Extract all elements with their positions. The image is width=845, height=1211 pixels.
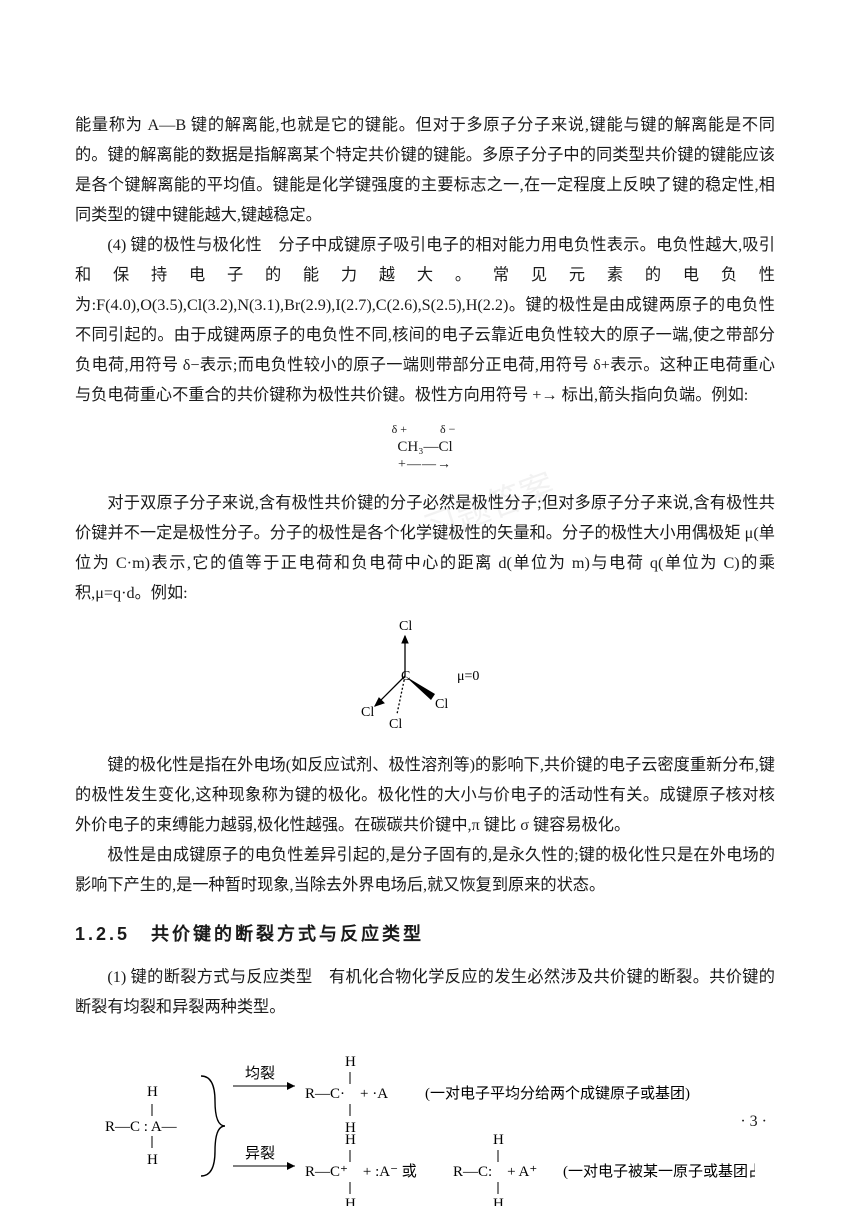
svg-text:R—C : A—: R—C : A— (105, 1119, 178, 1135)
svg-text:H: H (345, 1132, 356, 1148)
ch3-label: CH₃ (397, 439, 423, 455)
figure-ccl4: Cl C Cl Cl Cl μ=0 (75, 616, 775, 736)
svg-text:H: H (345, 1196, 356, 1206)
paragraph-2: (4) 键的极性与极化性 分子中成键原子吸引电子的相对能力用电负性表示。电负性越… (75, 230, 775, 410)
homolysis-note: (一对电子平均分给两个成键原子或基团) (425, 1085, 690, 1102)
paragraph-4: 键的极化性是指在外电场(如反应试剂、极性溶剂等)的影响下,共价键的电子云密度重新… (75, 750, 775, 840)
cleavage-scheme: H R—C : A— H 均裂 H R—C· + ·A H (一对电子平均分给两… (105, 1036, 775, 1211)
section-heading: 共价键的断裂方式与反应类型 (151, 924, 424, 944)
page: 习题答案 能量称为 A—B 键的解离能,也就是它的键能。但对于多原子分子来说,键… (0, 0, 845, 1203)
svg-text:H: H (147, 1152, 158, 1168)
svg-text:Cl: Cl (389, 717, 402, 732)
page-number: · 3 · (740, 1113, 767, 1131)
paragraph-3: 对于双原子分子来说,含有极性共价键的分子必然是极性分子;但对多原子分子来说,含有… (75, 488, 775, 608)
svg-text:H: H (493, 1132, 504, 1148)
svg-text:R—C: + A⁺: R—C: + A⁺ (453, 1164, 537, 1180)
svg-text:H: H (493, 1196, 504, 1206)
section-number: 1.2.5 (75, 924, 130, 944)
paragraph-5: 极性是由成键原子的电负性差异引起的,是分子固有的,是永久性的;键的极化性只是在外… (75, 840, 775, 900)
paragraph-6: (1) 键的断裂方式与反应类型 有机化合物化学反应的发生必然涉及共价键的断裂。共… (75, 962, 775, 1022)
svg-text:Cl: Cl (361, 705, 374, 720)
delta-minus: δ− (440, 422, 458, 436)
formula-ch3cl: δ+ δ− CH₃—Cl +——→ (75, 420, 775, 474)
heterolysis-label: 异裂 (245, 1145, 275, 1162)
paragraph-1: 能量称为 A—B 键的解离能,也就是它的键能。但对于多原子分子来说,键能与键的解… (75, 110, 775, 230)
svg-text:C: C (401, 669, 410, 684)
heterolysis-note: (一对电子被某一原子或基团占有) (563, 1163, 755, 1180)
cl-label: Cl (438, 439, 452, 455)
svg-text:H: H (345, 1054, 356, 1070)
homolysis-label: 均裂 (245, 1065, 275, 1082)
svg-text:Cl: Cl (435, 697, 448, 712)
svg-text:R—C⁺ + :A⁻ 或: R—C⁺ + :A⁻ 或 (305, 1163, 417, 1180)
mu-zero-label: μ=0 (457, 669, 479, 684)
svg-text:H: H (147, 1084, 158, 1100)
svg-text:Cl: Cl (399, 619, 412, 634)
delta-plus: δ+ (392, 422, 410, 436)
svg-text:R—C· + ·A: R—C· + ·A (305, 1086, 388, 1102)
section-title-1-2-5: 1.2.5 共价键的断裂方式与反应类型 (75, 920, 775, 946)
arrow-row: +——→ (392, 456, 459, 474)
